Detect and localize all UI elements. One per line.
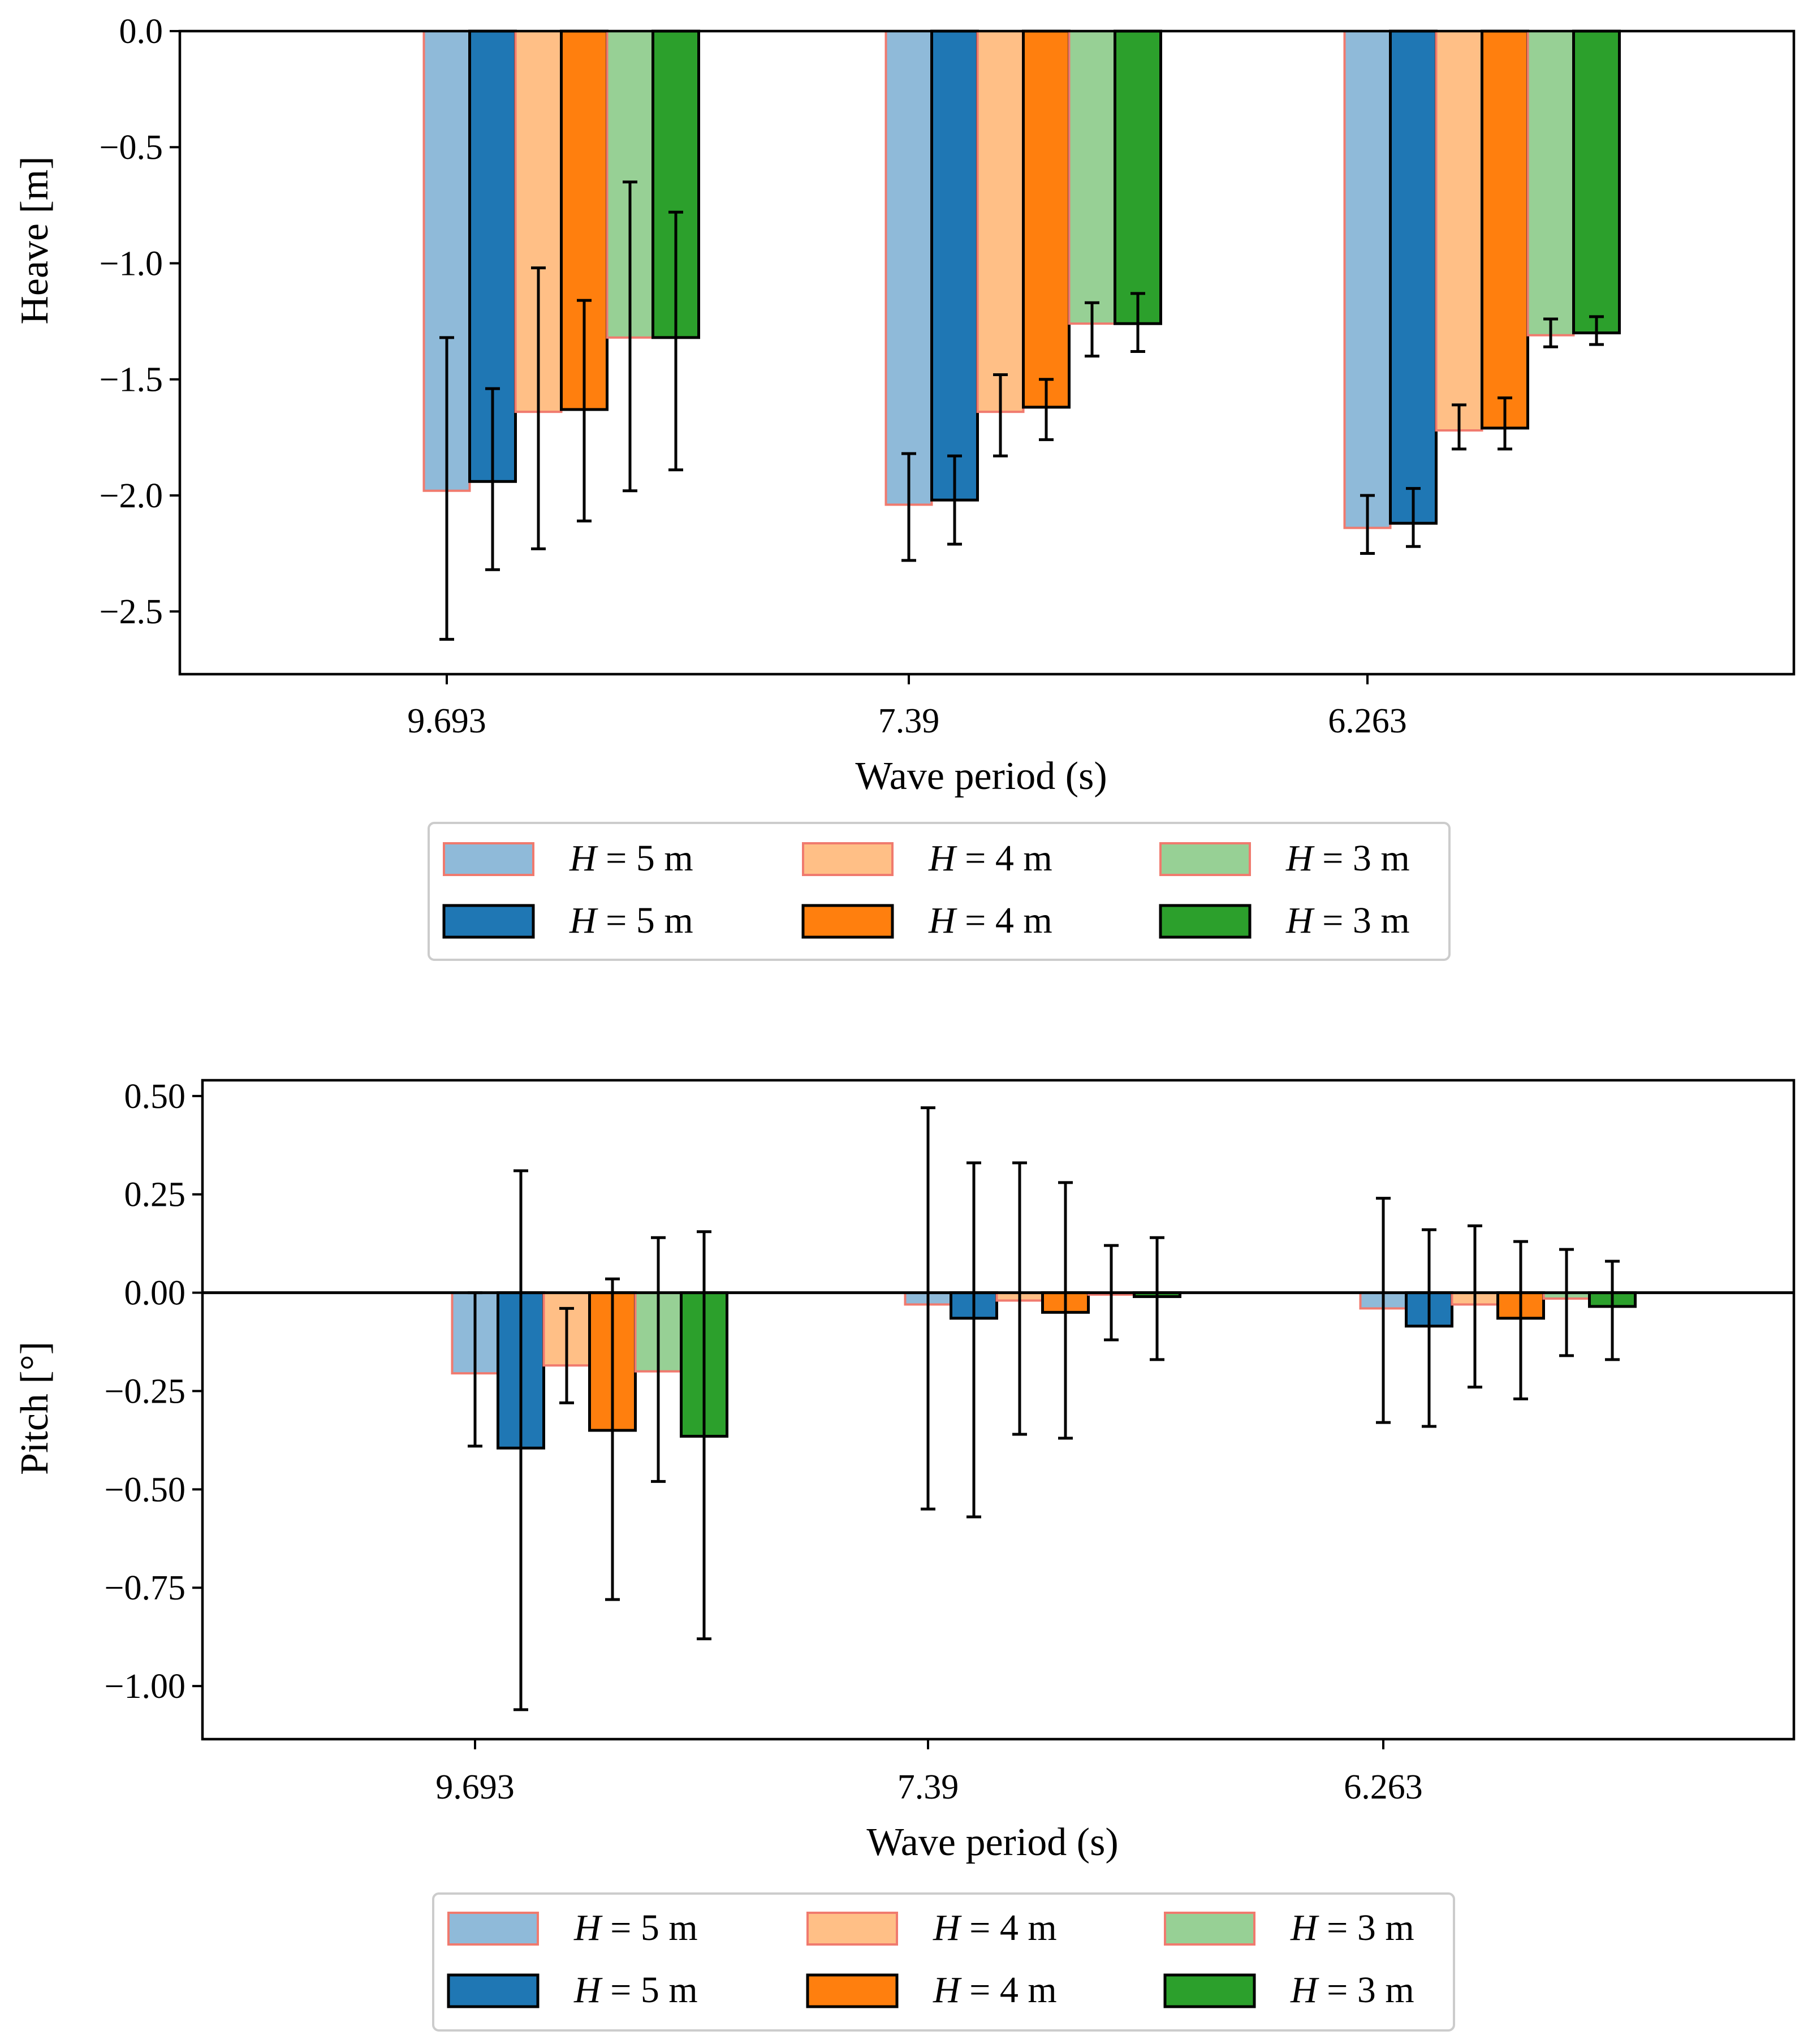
y-tick-label: 0.50 bbox=[124, 1077, 186, 1116]
bar-dark-6-6.263 bbox=[1572, 29, 1621, 335]
y-axis-label: Pitch [°] bbox=[13, 1342, 57, 1475]
legend-swatch-dark bbox=[1159, 904, 1252, 939]
legend-swatch-light bbox=[1159, 842, 1251, 876]
bar-dark-2-7.39 bbox=[930, 29, 979, 502]
legend-label: H = 4 m bbox=[928, 838, 1052, 879]
x-axis-label: Wave period (s) bbox=[866, 1821, 1118, 1864]
y-tick-label: −1.0 bbox=[100, 244, 163, 283]
y-tick-label: 0.25 bbox=[124, 1176, 186, 1214]
legend-label: H = 3 m bbox=[1285, 900, 1410, 941]
legend-label: H = 4 m bbox=[933, 1969, 1057, 2011]
x-tick-label: 9.693 bbox=[435, 1768, 515, 1806]
x-tick-label: 6.263 bbox=[1344, 1768, 1423, 1806]
bar-dark-4-7.39 bbox=[1022, 29, 1071, 409]
bar-light-3-7.39 bbox=[976, 30, 1025, 413]
x-tick-label: 6.263 bbox=[1328, 702, 1407, 740]
legend-swatch-light bbox=[447, 1912, 539, 1946]
bar-dark-2-6.263 bbox=[1389, 29, 1438, 525]
legend-label: H = 5 m bbox=[569, 900, 693, 941]
legend-label: H = 5 m bbox=[569, 838, 693, 879]
legend-label: H = 5 m bbox=[573, 1907, 698, 1948]
legend: H = 5 m H = 4 m H = 3 m H = 5 m H = 4 m H = 3… bbox=[428, 822, 1451, 961]
legend-swatch-dark bbox=[442, 904, 535, 939]
legend-swatch-dark bbox=[801, 904, 894, 939]
bar-light-5-7.39 bbox=[1068, 30, 1116, 325]
axes-frame bbox=[178, 29, 1796, 676]
legend-swatch-dark bbox=[806, 1973, 899, 2008]
y-tick-label: −0.5 bbox=[100, 128, 163, 167]
chart-panel-2: 0.50 0.25 0.00 −0.25 −0.50 −0.75 −1.00 9.693 7.3… bbox=[13, 1077, 1796, 2032]
y-tick-label: −1.5 bbox=[100, 361, 163, 399]
y-tick-label: −0.25 bbox=[105, 1372, 185, 1411]
y-tick-label: 0.00 bbox=[124, 1274, 186, 1313]
y-tick-label: −0.75 bbox=[105, 1569, 185, 1607]
bar-light-5-6.263 bbox=[1526, 30, 1575, 337]
legend-swatch-dark bbox=[447, 1973, 540, 2008]
legend-label: H = 5 m bbox=[573, 1969, 698, 2011]
bar-light-1-7.39 bbox=[884, 30, 933, 506]
y-tick-label: −1.00 bbox=[105, 1667, 185, 1706]
chart-panel-1: 0.0 −0.5 −1.0 −1.5 −2.0 −2.5 9.693 7.39 6.263 Wav… bbox=[13, 12, 1796, 961]
y-tick-label: 0.0 bbox=[119, 12, 163, 51]
legend: H = 5 m H = 4 m H = 3 m H = 5 m H = 4 m H = 3… bbox=[432, 1892, 1455, 2032]
legend-label: H = 4 m bbox=[933, 1907, 1057, 1948]
x-axis-label: Wave period (s) bbox=[855, 754, 1107, 798]
x-tick-label: 7.39 bbox=[878, 702, 940, 740]
y-tick-label: −2.0 bbox=[100, 477, 163, 515]
bar-dark-4-6.263 bbox=[1481, 29, 1529, 430]
legend-swatch-light bbox=[1164, 1912, 1255, 1946]
axes-frame bbox=[201, 1079, 1796, 1741]
legend-label: H = 4 m bbox=[928, 900, 1052, 941]
bar-dark-6-7.39 bbox=[1114, 29, 1162, 325]
legend-swatch-light bbox=[802, 842, 894, 876]
legend-swatch-dark bbox=[1163, 1973, 1256, 2008]
x-tick-label: 7.39 bbox=[897, 1768, 959, 1806]
y-tick-label: −0.50 bbox=[105, 1471, 185, 1509]
legend-swatch-light bbox=[443, 842, 534, 876]
legend-label: H = 3 m bbox=[1290, 1969, 1414, 2011]
legend-label: H = 3 m bbox=[1290, 1907, 1414, 1948]
y-tick-label: −2.5 bbox=[100, 593, 163, 631]
y-axis-label: Heave [m] bbox=[13, 156, 57, 324]
x-tick-label: 9.693 bbox=[407, 702, 486, 740]
legend-swatch-light bbox=[806, 1912, 898, 1946]
bar-light-1-6.263 bbox=[1343, 30, 1392, 529]
legend-label: H = 3 m bbox=[1285, 838, 1410, 879]
bar-light-3-6.263 bbox=[1435, 30, 1483, 432]
